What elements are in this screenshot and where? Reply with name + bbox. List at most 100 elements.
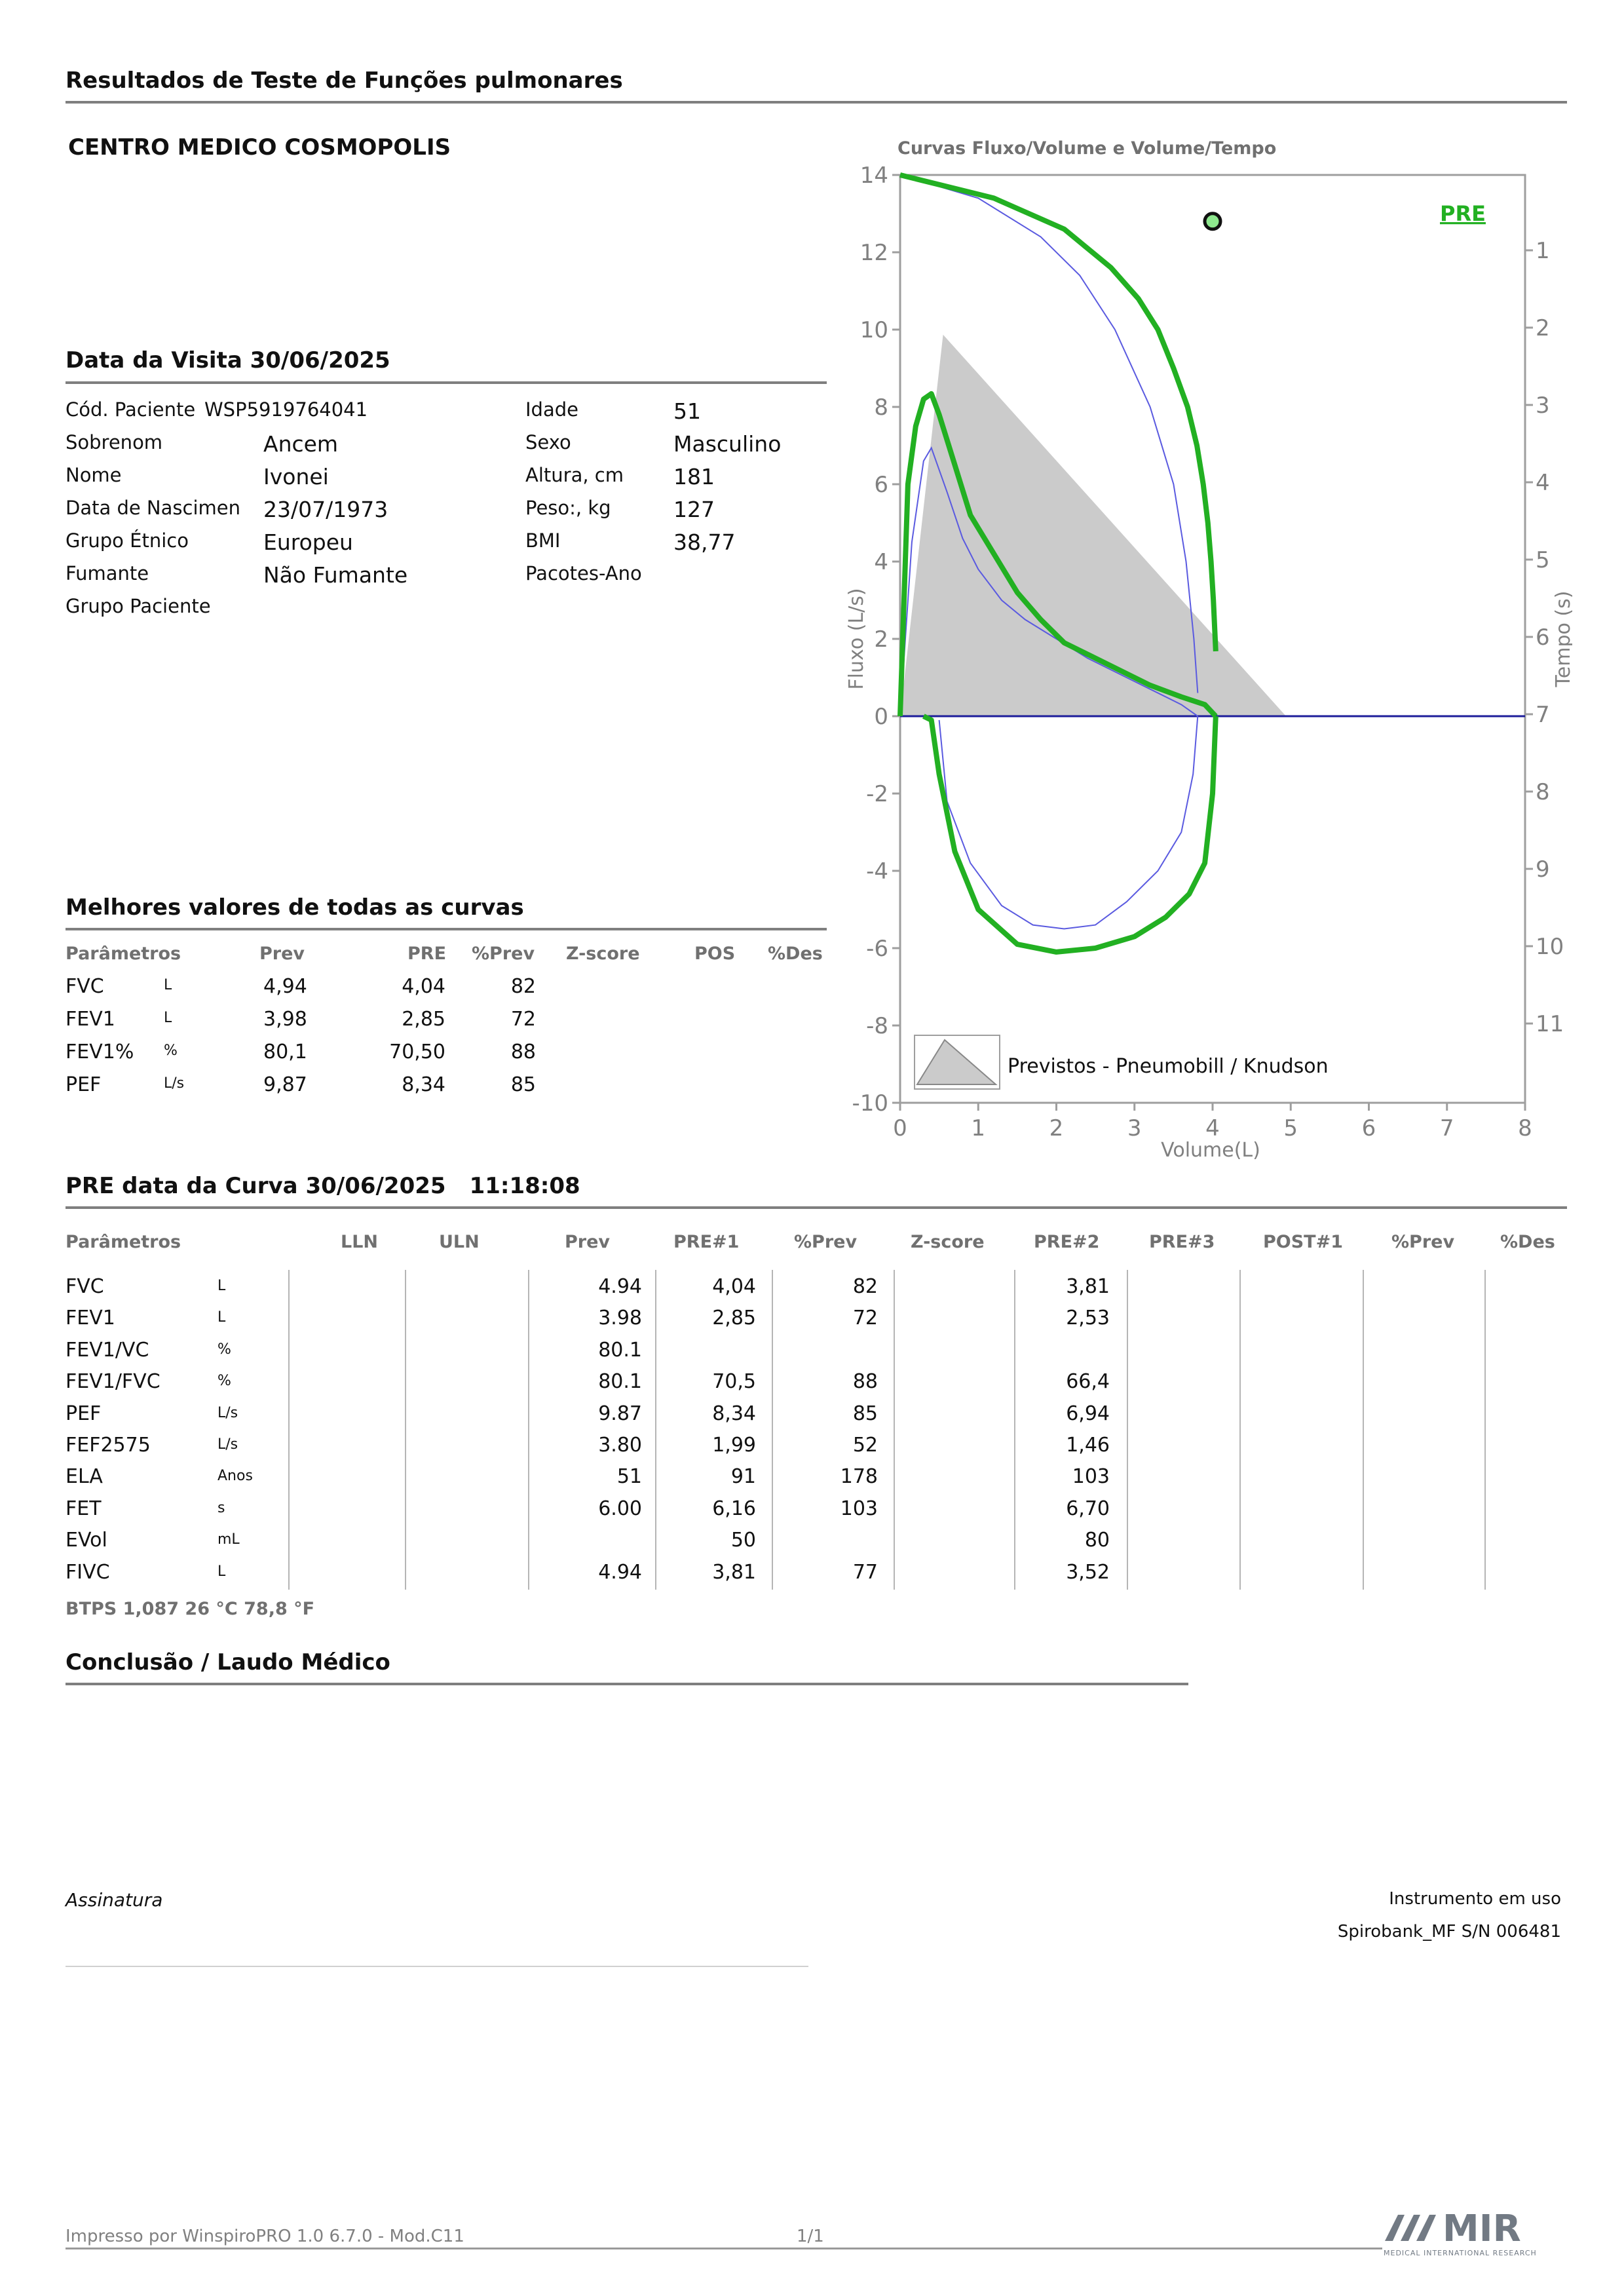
best-pprev: 88 xyxy=(510,1041,536,1063)
y-tick-label: 8 xyxy=(874,394,888,421)
table-column-line xyxy=(1127,1270,1128,1590)
curve-pprev: 72 xyxy=(852,1307,878,1330)
table-column-line xyxy=(288,1270,290,1590)
y2-axis-ticks: 1 2 3 4 5 6 7 8 9 10 11 xyxy=(1525,238,1564,1037)
surname-label: Sobrenom xyxy=(66,431,163,453)
weight-value: 127 xyxy=(673,497,715,522)
x-tick-label: 8 xyxy=(1518,1115,1532,1141)
x-tick-label: 4 xyxy=(1205,1115,1220,1141)
curve-pre2: 3,81 xyxy=(1066,1275,1110,1298)
curve-param: PEF xyxy=(66,1402,102,1425)
best-pre: 2,85 xyxy=(402,1008,445,1031)
conclusion-divider xyxy=(66,1683,1188,1685)
curve-prev: 4.94 xyxy=(598,1560,642,1584)
logo-stroke-1 xyxy=(1385,2215,1405,2241)
footer-divider xyxy=(66,2248,1382,2249)
y-tick-label: -4 xyxy=(866,858,888,885)
table-column-line xyxy=(1014,1270,1015,1590)
curve-unit: L xyxy=(217,1278,226,1294)
name-label: Nome xyxy=(66,464,122,486)
curve-header-1: LLN xyxy=(341,1232,379,1252)
height-label: Altura, cm xyxy=(525,464,624,486)
y2-tick-label: 1 xyxy=(1536,238,1550,264)
curve-pprev: 82 xyxy=(852,1275,878,1298)
curve-param: FEV1 xyxy=(66,1307,115,1330)
y2-tick-label: 10 xyxy=(1536,934,1564,960)
spirometry-chart: Curvas Fluxo/Volume e Volume/Tempo 14121… xyxy=(845,138,1572,1162)
curve-param: FEV1/FVC xyxy=(66,1370,161,1394)
best-header-pre: PRE xyxy=(407,944,447,964)
curve-pre2: 6,94 xyxy=(1066,1402,1110,1425)
curve-unit: mL xyxy=(217,1531,240,1548)
best-values-divider xyxy=(66,928,827,930)
curve-pre1: 2,85 xyxy=(712,1307,756,1330)
legend-predicted-icon xyxy=(916,1039,998,1085)
logo-stroke-2 xyxy=(1401,2215,1420,2241)
y-tick-label: 10 xyxy=(860,317,888,343)
signature-line xyxy=(66,1966,808,1967)
x-tick-label: 6 xyxy=(1362,1115,1376,1141)
best-param: FEV1% xyxy=(66,1041,134,1063)
y2-axis-label: Tempo (s) xyxy=(1552,591,1572,688)
curve-pre1: 6,16 xyxy=(712,1497,756,1520)
curve-header-8: PRE#3 xyxy=(1149,1232,1215,1252)
pre1-volume-time-curve xyxy=(899,172,1218,652)
series-label-pre: PRE xyxy=(1440,201,1486,226)
y-tick-label: -6 xyxy=(866,936,888,962)
curve-pre1: 50 xyxy=(730,1529,756,1552)
curve-prev: 3.80 xyxy=(598,1434,642,1457)
best-pre: 8,34 xyxy=(402,1073,445,1096)
curve-param: FEF2575 xyxy=(66,1434,151,1457)
sex-label: Sexo xyxy=(525,431,571,453)
curve-param: FIVC xyxy=(66,1560,110,1584)
curve-pprev: 85 xyxy=(852,1402,878,1425)
y-tick-label: -2 xyxy=(866,781,888,807)
table-column-line xyxy=(655,1270,656,1590)
curve-title: PRE data da Curva 30/06/2025 11:18:08 xyxy=(66,1173,580,1199)
signature-label: Assinatura xyxy=(66,1889,163,1911)
y-axis-ticks: 14 12 10 8 6 4 2 0 -2 -4 -6 -8 -10 xyxy=(852,163,900,1117)
curve-unit: L xyxy=(217,1309,226,1326)
smoker-label: Fumante xyxy=(66,562,149,584)
best-header-pprev: %Prev xyxy=(472,944,535,964)
curve-param: EVol xyxy=(66,1529,107,1552)
btps-info: BTPS 1,087 26 °C 78,8 °F xyxy=(66,1599,315,1619)
curve-pre1: 1,99 xyxy=(712,1434,756,1457)
best-values-title: Melhores valores de todas as curvas xyxy=(66,894,524,921)
curve-pre1: 4,04 xyxy=(712,1275,756,1298)
y2-tick-label: 8 xyxy=(1536,779,1550,805)
best-prev: 9,87 xyxy=(263,1073,307,1096)
end-of-test-marker xyxy=(1203,212,1222,231)
y2-tick-label: 9 xyxy=(1536,856,1550,883)
bmi-value: 38,77 xyxy=(673,529,736,555)
curve-header-6: Z-score xyxy=(911,1232,985,1252)
conclusion-title: Conclusão / Laudo Médico xyxy=(66,1649,390,1675)
curve-unit: % xyxy=(217,1341,231,1358)
curve-unit: L/s xyxy=(217,1436,238,1453)
curve-pre2: 2,53 xyxy=(1066,1307,1110,1330)
age-value: 51 xyxy=(673,398,701,424)
curve-pprev: 52 xyxy=(852,1434,878,1457)
curve-header-5: %Prev xyxy=(794,1232,858,1252)
y-tick-label: 12 xyxy=(860,240,888,266)
best-unit: % xyxy=(164,1043,178,1059)
logo-stroke-3 xyxy=(1416,2215,1436,2241)
curve-header-10: %Prev xyxy=(1391,1232,1455,1252)
y-axis-label: Fluxo (L/s) xyxy=(845,588,868,689)
pre2-inspiratory-curve xyxy=(938,716,1199,930)
best-header-pos: POS xyxy=(694,944,736,964)
x-tick-label: 3 xyxy=(1127,1115,1142,1141)
curve-prev: 3.98 xyxy=(598,1307,642,1330)
patient-id-value: WSP5919764041 xyxy=(204,398,368,421)
legend: Previstos - Pneumobill / Knudson xyxy=(914,1035,1329,1090)
table-column-line xyxy=(528,1270,529,1590)
report-title: Resultados de Teste de Funções pulmonare… xyxy=(66,67,623,94)
best-pprev: 85 xyxy=(510,1073,536,1096)
header-divider xyxy=(66,101,1567,104)
table-column-line xyxy=(1239,1270,1241,1590)
curve-pre2: 80 xyxy=(1084,1529,1110,1552)
best-header-pdes: %Des xyxy=(768,944,823,964)
curve-header-3: Prev xyxy=(565,1232,611,1252)
curve-title-time: 11:18:08 xyxy=(469,1173,580,1199)
table-column-line xyxy=(405,1270,406,1590)
